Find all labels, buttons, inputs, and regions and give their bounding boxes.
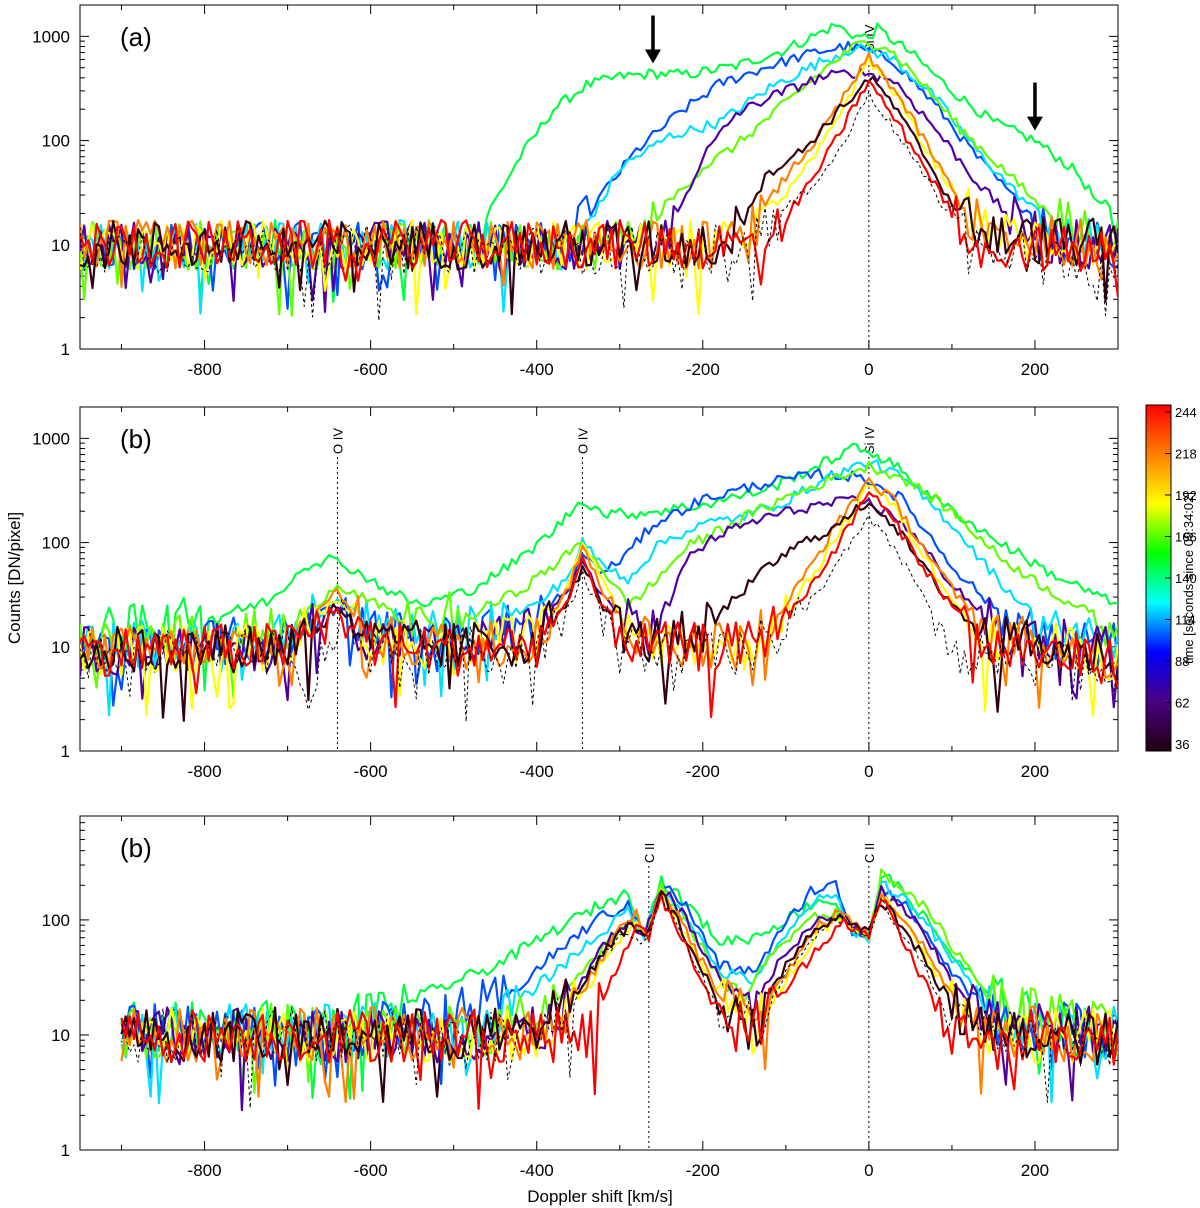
x-tick-label: -800: [188, 762, 222, 781]
y-tick-label: 100: [42, 534, 70, 553]
x-tick-label: -200: [686, 762, 720, 781]
series-line: [120, 880, 1118, 1105]
y-tick-label: 1000: [32, 27, 70, 46]
series-group: [80, 443, 1118, 723]
y-tick-label: 1: [61, 742, 70, 761]
series-line: [120, 889, 1118, 1104]
y-tick-label: 10: [51, 1026, 70, 1045]
series-group: [120, 868, 1118, 1112]
panel-label: (b): [120, 833, 152, 863]
series-line: [120, 893, 1118, 1110]
series-line: [80, 57, 1118, 316]
series-line: [120, 890, 1118, 1104]
y-tick-label: 100: [42, 132, 70, 151]
x-tick-label: -800: [188, 360, 222, 379]
x-tick-label: 200: [1021, 1161, 1049, 1180]
series-line: [120, 879, 1118, 1087]
colorbar-tick-label: 140: [1175, 571, 1197, 586]
line-marker-label: C II: [862, 843, 877, 863]
y-axis-label: Counts [DN/pixel]: [5, 512, 24, 644]
y-tick-label: 1: [61, 1141, 70, 1160]
x-tick-label: -800: [188, 1161, 222, 1180]
x-tick-label: -600: [354, 360, 388, 379]
colorbar-tick-label: 244: [1175, 405, 1197, 420]
colorbar-label: time [seconds since 09:34:02]: [1181, 492, 1196, 664]
line-marker-label: Si IV: [862, 426, 877, 454]
colorbar-tick-label: 62: [1175, 696, 1189, 711]
x-tick-label: -600: [354, 762, 388, 781]
series-line: [80, 90, 1118, 322]
x-tick-label: -400: [520, 762, 554, 781]
arrow-head: [1026, 116, 1043, 131]
line-marker-label: O IV: [575, 428, 590, 454]
y-tick-label: 1: [61, 340, 70, 359]
colorbar-tick-label: 192: [1175, 488, 1197, 503]
x-tick-label: -600: [354, 1161, 388, 1180]
line-marker-label: C II: [642, 843, 657, 863]
series-group: [80, 22, 1118, 322]
panel-b-upper: -800 -600 -400 -200 0 200 1 10 100 1000 O IV O IV Si…: [32, 406, 1119, 781]
series-line: [80, 514, 1118, 723]
series-line: [120, 873, 1118, 1100]
colorbar-tick-label: 218: [1175, 447, 1197, 462]
y-tick-label: 100: [42, 911, 70, 930]
line-marker-label: O IV: [330, 428, 345, 454]
x-axis-label: Doppler shift [km/s]: [527, 1187, 673, 1206]
y-tick-label: 10: [51, 638, 70, 657]
colorbar-tick-label: 114: [1175, 613, 1196, 628]
series-line: [80, 502, 1118, 722]
colorbar-tick-label: 36: [1175, 737, 1189, 752]
colorbar: 244 218 192 166 140 114 88 62 36 time [seconds s…: [1145, 404, 1197, 752]
x-tick-label: -400: [520, 1161, 554, 1180]
plot-frame: [79, 406, 1119, 752]
series-line: [80, 67, 1118, 313]
colorbar-tick-label: 88: [1175, 654, 1189, 669]
x-tick-label: 0: [864, 360, 873, 379]
series-line: [80, 79, 1118, 298]
panel-label: (b): [120, 424, 152, 454]
panel-label: (a): [120, 22, 152, 52]
y-tick-label: 10: [51, 236, 70, 255]
x-tick-label: 0: [864, 1161, 873, 1180]
x-tick-label: 0: [864, 762, 873, 781]
x-tick-label: -200: [686, 1161, 720, 1180]
series-line: [80, 460, 1118, 700]
arrow-head: [644, 49, 661, 64]
plot-frame: [79, 815, 1119, 1151]
x-tick-label: -400: [520, 360, 554, 379]
series-line: [80, 443, 1118, 692]
plot-frame: [79, 4, 1119, 350]
y-tick-label: 1000: [32, 429, 70, 448]
series-line: [121, 893, 1118, 1109]
x-tick-label: -200: [686, 360, 720, 379]
panel-b-lower: -800 -600 -400 -200 0 200 1 10 100 C II C II (b): [42, 815, 1119, 1180]
x-tick-label: 200: [1021, 360, 1049, 379]
colorbar-tick-label: 166: [1175, 530, 1197, 545]
x-tick-label: 200: [1021, 762, 1049, 781]
